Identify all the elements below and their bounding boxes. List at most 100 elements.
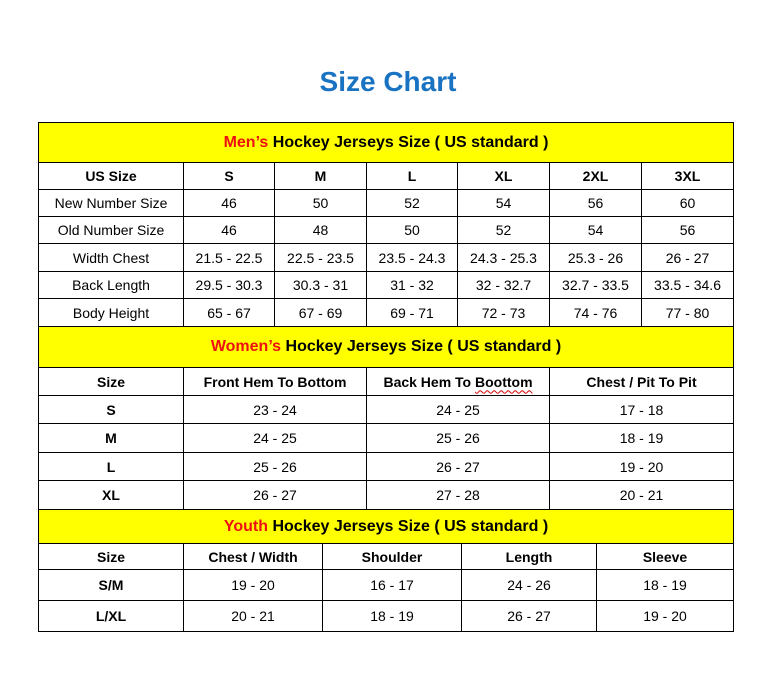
header-row: US Size S M L XL 2XL 3XL (38, 162, 735, 190)
table-cell: 19 - 20 (595, 600, 735, 632)
table-row: XL 26 - 27 27 - 28 20 - 21 (38, 480, 735, 510)
table-row: L 25 - 26 26 - 27 19 - 20 (38, 452, 735, 481)
table-cell: 48 (274, 216, 367, 244)
youth-banner: Youth Hockey Jerseys Size ( US standard … (37, 509, 735, 544)
column-header-text: Size (96, 548, 125, 565)
banner-highlight: Women’s (210, 338, 282, 355)
table-cell: 19 - 20 (548, 452, 735, 481)
table-row: Back Length 29.5 - 30.3 30.3 - 31 31 - 32 32… (38, 271, 735, 299)
table-cell: 23 - 24 (183, 395, 367, 424)
table-cell: 25.3 - 26 (549, 243, 642, 272)
table-row: M 24 - 25 25 - 26 18 - 19 (38, 423, 735, 453)
column-header-text: 3XL (674, 168, 701, 184)
table-row: New Number Size 46 50 52 54 56 60 (38, 189, 735, 217)
row-label: Back Length (38, 271, 184, 299)
table-cell: 29.5 - 30.3 (183, 271, 275, 299)
column-header-text: Chest / Width (208, 548, 298, 565)
table-cell: 24 - 25 (183, 423, 367, 453)
table-cell: 27 - 28 (366, 480, 550, 510)
table-cell: 22.5 - 23.5 (274, 243, 367, 272)
table-cell: 69 - 71 (366, 298, 458, 327)
banner-highlight: Youth (223, 517, 269, 535)
table-row: S 23 - 24 24 - 25 17 - 18 (38, 395, 735, 424)
column-header: M (274, 162, 367, 190)
table-row: Old Number Size 46 48 50 52 54 56 (38, 216, 735, 244)
row-label: L/XL (38, 600, 184, 632)
header-row: Size Chest / Width Shoulder Length Sleeve (38, 543, 735, 570)
column-header-text: XL (494, 168, 513, 184)
table-cell: 24 - 26 (461, 569, 597, 601)
table-cell: 54 (457, 189, 550, 217)
table-cell: 26 - 27 (183, 480, 367, 510)
row-label: Old Number Size (38, 216, 184, 244)
column-header: Chest / Width (183, 543, 323, 570)
table-cell: 19 - 20 (183, 569, 323, 601)
row-label: S/M (38, 569, 184, 601)
column-header-text: M (314, 168, 327, 184)
table-cell: 50 (274, 189, 367, 217)
row-label: XL (38, 480, 184, 510)
column-header: S (183, 162, 275, 190)
table-cell: 65 - 67 (183, 298, 275, 327)
column-header-text: 2XL (582, 168, 609, 184)
page-title: Size Chart (319, 66, 457, 97)
column-header: Back Hem To Boottom (366, 367, 550, 396)
table-cell: 32.7 - 33.5 (549, 271, 642, 299)
womens-banner: Women’s Hockey Jerseys Size ( US standar… (37, 326, 735, 368)
column-header-text: Sleeve (642, 548, 688, 565)
table-cell: 16 - 17 (322, 569, 462, 601)
column-header-text: Shoulder (361, 548, 423, 565)
table-cell: 46 (183, 189, 275, 217)
table-cell: 46 (183, 216, 275, 244)
column-header: L (366, 162, 458, 190)
banner-text: Hockey Jerseys Size ( US standard ) (268, 517, 549, 535)
column-header-text: S (224, 168, 234, 184)
table-cell: 33.5 - 34.6 (640, 271, 735, 299)
column-header-text: US Size (85, 168, 137, 184)
table-cell: 21.5 - 22.5 (183, 243, 275, 272)
banner-text: Hockey Jerseys Size ( US standard ) (268, 133, 549, 151)
table-cell: 24.3 - 25.3 (457, 243, 550, 272)
row-label: M (38, 423, 184, 453)
womens-size-table: Women’s Hockey Jerseys Size ( US standar… (37, 326, 735, 510)
column-header-text: Chest / Pit To Pit (586, 373, 697, 390)
column-header: 2XL (549, 162, 642, 190)
table-cell: 20 - 21 (548, 480, 735, 510)
table-row: S/M 19 - 20 16 - 17 24 - 26 18 - 19 (38, 569, 735, 601)
row-label: New Number Size (38, 189, 184, 217)
column-header: Size (38, 543, 184, 570)
column-header: Chest / Pit To Pit (548, 367, 735, 396)
table-cell: 18 - 19 (595, 569, 735, 601)
table-cell: 20 - 21 (183, 600, 323, 632)
column-header: XL (457, 162, 550, 190)
column-header: 3XL (640, 162, 735, 190)
table-cell: 26 - 27 (640, 243, 735, 272)
column-header: Front Hem To Bottom (183, 367, 367, 396)
banner-text: Hockey Jerseys Size ( US standard ) (281, 338, 562, 355)
banner-highlight: Men’s (223, 133, 269, 151)
table-cell: 25 - 26 (183, 452, 367, 481)
column-header-text: Length (505, 548, 553, 565)
table-cell: 74 - 76 (549, 298, 642, 327)
row-label: L (38, 452, 184, 481)
spellcheck-underline: Boottom (475, 373, 533, 390)
header-row: Size Front Hem To Bottom Back Hem To Boott… (38, 367, 735, 396)
table-cell: 77 - 80 (640, 298, 735, 327)
mens-size-table: Men’s Hockey Jerseys Size ( US standard … (37, 122, 735, 327)
table-cell: 56 (549, 189, 642, 217)
table-cell: 30.3 - 31 (274, 271, 367, 299)
table-cell: 52 (457, 216, 550, 244)
column-header-text: Size (96, 373, 125, 390)
table-cell: 54 (549, 216, 642, 244)
row-label: Body Height (38, 298, 184, 327)
table-cell: 17 - 18 (548, 395, 735, 424)
table-cell: 25 - 26 (366, 423, 550, 453)
table-cell: 56 (640, 216, 735, 244)
table-cell: 18 - 19 (322, 600, 462, 632)
table-row: Body Height 65 - 67 67 - 69 69 - 71 72 - 73 7… (38, 298, 735, 327)
column-header: Sleeve (595, 543, 735, 570)
table-cell: 52 (366, 189, 458, 217)
table-cell: 26 - 27 (366, 452, 550, 481)
table-cell: 24 - 25 (366, 395, 550, 424)
column-header-text: Front Hem To Bottom (203, 373, 347, 390)
